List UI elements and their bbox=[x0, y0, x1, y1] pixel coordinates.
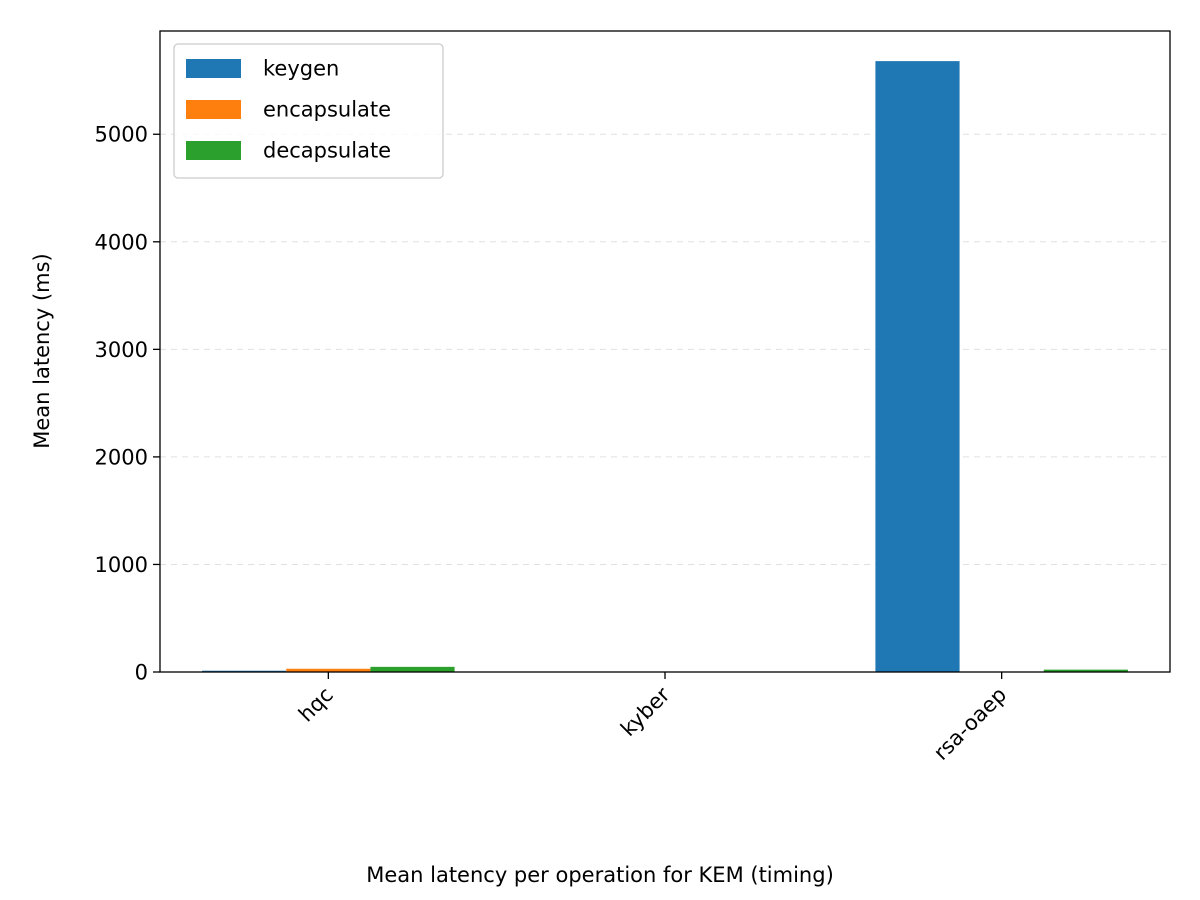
x-tick-label: rsa-oaep bbox=[929, 683, 1011, 765]
legend-swatch-decapsulate bbox=[186, 141, 241, 160]
x-tick-label: kyber bbox=[616, 682, 675, 741]
y-axis-label: Mean latency (ms) bbox=[30, 253, 54, 449]
y-tick-label: 5000 bbox=[95, 123, 148, 147]
bars bbox=[202, 61, 1128, 673]
legend-swatch-encapsulate bbox=[186, 100, 241, 119]
legend-label-keygen: keygen bbox=[263, 57, 339, 81]
legend: keygen encapsulate decapsulate bbox=[173, 43, 444, 179]
bar-decapsulate-rsa-oaep bbox=[1043, 669, 1128, 672]
legend-swatch-keygen bbox=[186, 59, 241, 78]
y-tick-label: 1000 bbox=[95, 553, 148, 577]
legend-label-decapsulate: decapsulate bbox=[263, 139, 391, 163]
x-axis: hqc kyber rsa-oaep bbox=[294, 672, 1011, 765]
bar-keygen-rsa-oaep bbox=[875, 61, 960, 673]
x-tick-label: hqc bbox=[294, 683, 338, 727]
y-tick-label: 4000 bbox=[95, 230, 148, 254]
y-axis: 0 1000 2000 3000 4000 5000 bbox=[95, 123, 160, 685]
grid-lines bbox=[160, 133, 1170, 565]
legend-label-encapsulate: encapsulate bbox=[263, 98, 391, 122]
bar-encapsulate-hqc bbox=[286, 668, 371, 672]
bar-decapsulate-hqc bbox=[370, 666, 455, 672]
figure-caption: Mean latency per operation for KEM (timi… bbox=[366, 863, 834, 887]
legend-box bbox=[173, 43, 444, 179]
y-tick-label: 2000 bbox=[95, 445, 148, 469]
y-tick-label: 0 bbox=[135, 661, 148, 685]
y-tick-label: 3000 bbox=[95, 338, 148, 362]
